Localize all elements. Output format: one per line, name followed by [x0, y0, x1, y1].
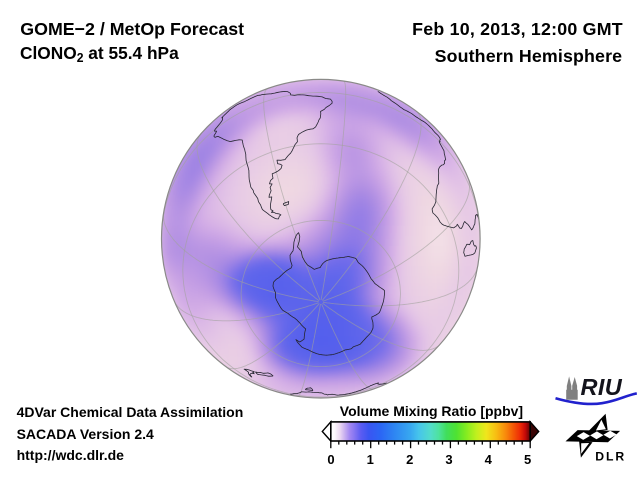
svg-text:DLR: DLR: [595, 449, 626, 463]
svg-text:RIU: RIU: [581, 374, 623, 400]
